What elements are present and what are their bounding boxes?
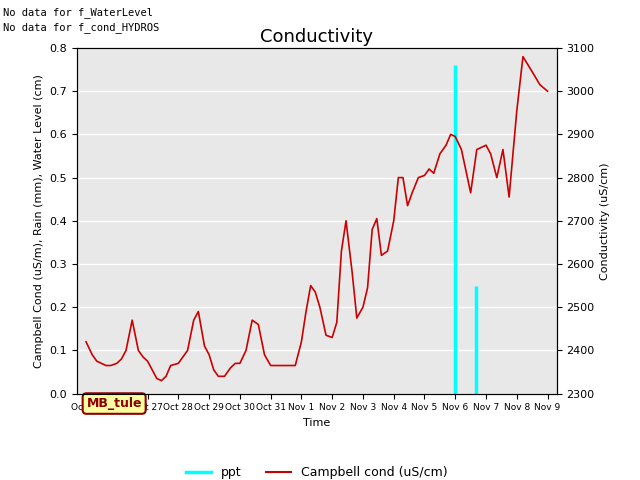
Legend: ppt, Campbell cond (uS/cm): ppt, Campbell cond (uS/cm)	[180, 461, 453, 480]
Y-axis label: Campbell Cond (uS/m), Rain (mm), Water Level (cm): Campbell Cond (uS/m), Rain (mm), Water L…	[34, 74, 44, 368]
Text: MB_tule: MB_tule	[86, 397, 142, 410]
Text: No data for f_WaterLevel: No data for f_WaterLevel	[3, 7, 153, 18]
Y-axis label: Conductivity (uS/cm): Conductivity (uS/cm)	[600, 162, 611, 279]
Title: Conductivity: Conductivity	[260, 28, 373, 47]
X-axis label: Time: Time	[303, 418, 330, 428]
Text: No data for f_cond_HYDROS: No data for f_cond_HYDROS	[3, 22, 159, 33]
